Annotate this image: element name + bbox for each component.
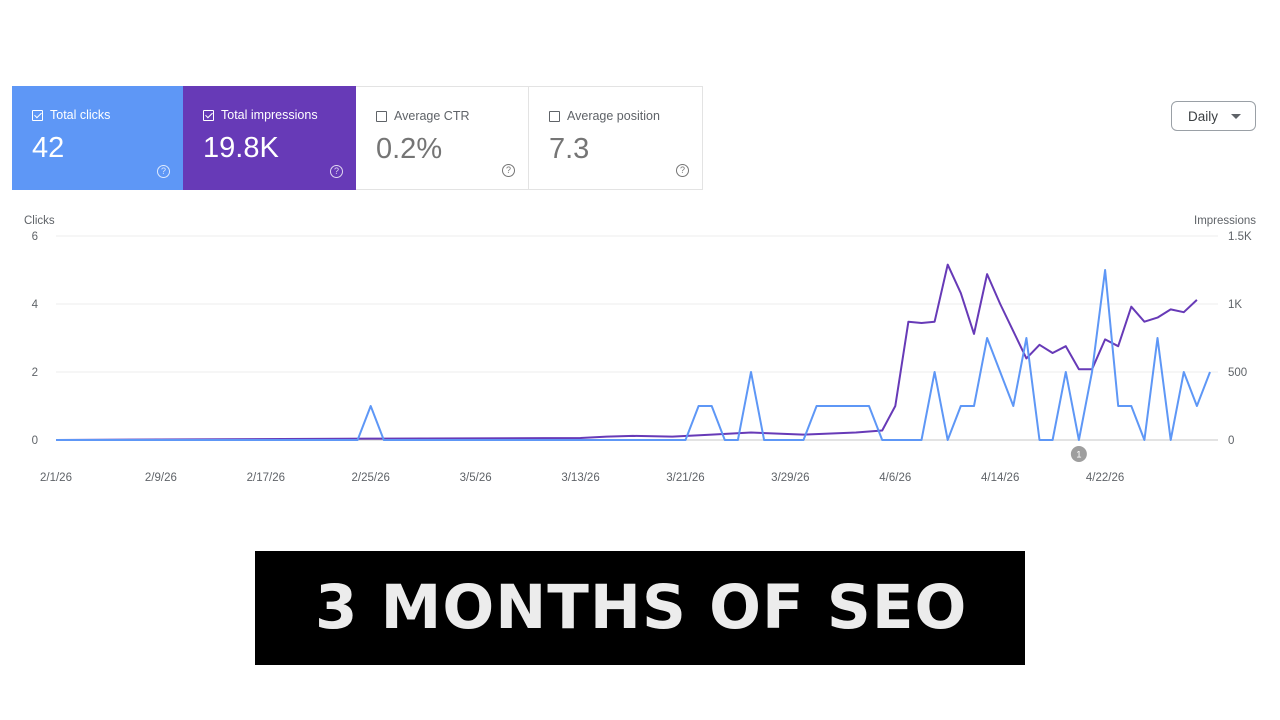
- metric-label-wrap: Total impressions: [203, 108, 318, 122]
- x-tick-label: 3/13/26: [561, 472, 599, 484]
- title-banner: 3 MONTHS OF SEO: [255, 551, 1025, 665]
- x-tick-label: 2/25/26: [352, 472, 390, 484]
- metric-cards: Total clicks 42 ? Total impressions 19.8…: [12, 86, 703, 190]
- chart-grid: [56, 235, 1218, 441]
- annotation-count: 1: [1076, 450, 1081, 461]
- y-axis-left-label: Clicks: [24, 215, 55, 227]
- checkbox-unchecked-icon[interactable]: [549, 110, 560, 122]
- y-right-tick-label: 500: [1228, 367, 1247, 379]
- period-dropdown[interactable]: Daily: [1171, 101, 1256, 131]
- chart-lines: [55, 263, 1211, 441]
- checkbox-checked-icon[interactable]: [32, 109, 43, 121]
- x-tick-label: 3/21/26: [666, 472, 704, 484]
- x-axis-ticks: 2/1/26 2/9/26 2/17/26 2/25/26 3/5/26 3/13/26 3…: [40, 472, 1124, 484]
- y-left-tick-label: 0: [32, 435, 38, 447]
- annotation-marker[interactable]: [1070, 446, 1087, 462]
- metric-value: 0.2%: [376, 133, 443, 165]
- series-line-clicks: [56, 269, 1211, 441]
- x-tick-label: 4/6/26: [879, 472, 911, 484]
- series-line-impressions: [55, 263, 1198, 441]
- x-tick-label: 2/1/26: [40, 472, 72, 484]
- x-tick-label: 4/22/26: [1086, 472, 1124, 484]
- y-left-tick-label: 2: [32, 367, 38, 379]
- metric-label-wrap: Average CTR: [376, 109, 470, 123]
- help-icon[interactable]: ?: [330, 165, 343, 178]
- metric-value: 19.8K: [203, 132, 279, 164]
- performance-chart: Clicks Impressions 6 4 2 0 1.5K 1K 500 0 2/1/2…: [24, 215, 1256, 484]
- metric-label-wrap: Total clicks: [32, 108, 110, 122]
- chart-annotations: 1: [1070, 446, 1087, 462]
- x-tick-label: 3/29/26: [771, 472, 809, 484]
- y-axis-right-ticks: 1.5K 1K 500 0: [1228, 231, 1252, 447]
- x-tick-label: 4/14/26: [981, 472, 1019, 484]
- y-left-tick-label: 4: [32, 299, 39, 311]
- help-icon[interactable]: ?: [676, 164, 689, 177]
- banner-text: 3 MONTHS OF SEO: [315, 572, 968, 643]
- metric-value: 42: [32, 132, 65, 164]
- dropdown-caret-icon: [1231, 114, 1241, 119]
- metric-label: Average position: [567, 109, 660, 123]
- y-right-tick-label: 0: [1228, 435, 1234, 447]
- y-right-tick-label: 1.5K: [1228, 231, 1252, 243]
- period-dropdown-label: Daily: [1188, 108, 1219, 124]
- x-tick-label: 2/9/26: [145, 472, 177, 484]
- help-icon[interactable]: ?: [157, 165, 170, 178]
- y-left-tick-label: 6: [32, 231, 38, 243]
- metric-card-total-impressions[interactable]: Total impressions 19.8K ?: [183, 86, 356, 190]
- checkbox-unchecked-icon[interactable]: [376, 110, 387, 122]
- y-axis-left-ticks: 6 4 2 0: [32, 231, 39, 447]
- y-right-tick-label: 1K: [1228, 299, 1242, 311]
- checkbox-checked-icon[interactable]: [203, 109, 214, 121]
- metric-card-average-ctr[interactable]: Average CTR 0.2% ?: [356, 86, 529, 190]
- metric-card-average-position[interactable]: Average position 7.3 ?: [529, 86, 703, 190]
- metric-label-wrap: Average position: [549, 109, 660, 123]
- x-tick-label: 3/5/26: [460, 472, 492, 484]
- metric-label: Total clicks: [50, 108, 111, 122]
- y-axis-right-label: Impressions: [1194, 215, 1256, 227]
- x-tick-label: 2/17/26: [247, 472, 285, 484]
- help-icon[interactable]: ?: [502, 164, 515, 177]
- metric-card-total-clicks[interactable]: Total clicks 42 ?: [12, 86, 183, 190]
- metric-label: Total impressions: [221, 108, 318, 122]
- metric-value: 7.3: [549, 133, 590, 165]
- metric-label: Average CTR: [394, 109, 470, 123]
